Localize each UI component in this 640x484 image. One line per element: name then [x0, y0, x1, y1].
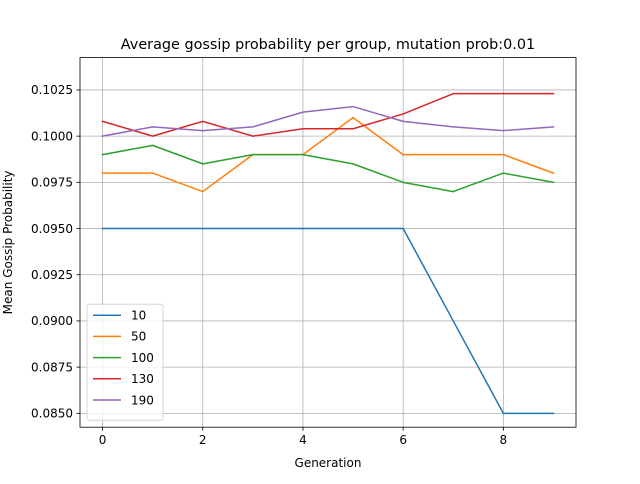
data-point — [502, 153, 505, 156]
x-tick-label: 6 — [399, 433, 407, 447]
data-point — [552, 172, 555, 174]
data-point — [151, 172, 154, 174]
y-tick-label: 0.0975 — [31, 176, 73, 190]
data-point — [352, 127, 354, 130]
series-line-50 — [101, 116, 555, 193]
y-tick-label: 0.1000 — [31, 129, 73, 143]
x-axis-label: Generation — [295, 456, 362, 470]
data-point — [252, 135, 254, 137]
data-point — [402, 227, 404, 230]
data-point — [101, 135, 104, 137]
y-tick-label: 0.0875 — [31, 360, 73, 374]
legend-label: 50 — [131, 330, 146, 344]
data-point — [201, 120, 204, 123]
data-point — [352, 105, 354, 108]
data-point — [352, 163, 354, 165]
data-point — [552, 412, 555, 415]
y-tick-label: 0.1025 — [31, 83, 73, 97]
data-point — [302, 153, 304, 156]
data-point — [502, 412, 505, 415]
data-point — [201, 227, 204, 230]
plot-frame — [79, 57, 577, 428]
data-point — [151, 144, 154, 147]
x-tick-label: 2 — [199, 433, 207, 447]
data-point — [151, 126, 154, 128]
data-point — [201, 163, 204, 165]
legend-label: 130 — [131, 372, 154, 386]
y-tick-label: 0.0900 — [31, 314, 73, 328]
data-point — [502, 129, 505, 132]
x-axis: 0 2 4 6 8 — [99, 427, 507, 447]
y-tick-label: 0.0850 — [31, 407, 73, 421]
data-point — [502, 172, 505, 174]
x-tick-label: 4 — [299, 433, 307, 447]
data-point — [552, 181, 555, 184]
legend-label: 10 — [131, 309, 146, 323]
data-point — [452, 153, 455, 156]
data-point — [151, 135, 154, 137]
y-axis: 0.0850 0.0875 0.0900 0.0925 0.0950 0.0975 0.10… — [31, 83, 80, 421]
data-point — [402, 153, 404, 156]
y-axis-label: Mean Gossip Probability — [1, 170, 15, 314]
data-point — [252, 126, 254, 128]
data-point — [201, 129, 204, 132]
data-point — [302, 227, 304, 230]
data-point — [402, 120, 404, 123]
data-point — [101, 153, 104, 156]
series-lines — [101, 92, 555, 415]
data-point — [101, 120, 104, 123]
data-point — [201, 190, 204, 193]
y-tick-label: 0.0925 — [31, 268, 73, 282]
data-point — [502, 92, 505, 95]
data-point — [252, 153, 254, 156]
data-point — [452, 190, 455, 193]
x-tick-label: 8 — [500, 433, 508, 447]
chart-title: Average gossip probability per group, mu… — [121, 37, 535, 53]
data-point — [252, 227, 254, 230]
data-point — [402, 113, 404, 115]
data-point — [352, 116, 354, 119]
data-point — [552, 126, 555, 128]
data-point — [402, 181, 404, 184]
data-point — [452, 320, 455, 322]
data-point — [302, 127, 304, 130]
x-tick-label: 0 — [99, 433, 107, 447]
data-point — [151, 227, 154, 230]
series-line-190 — [101, 105, 555, 138]
data-point — [552, 92, 555, 95]
data-point — [452, 126, 455, 128]
data-point — [302, 111, 304, 113]
data-point — [352, 227, 354, 230]
data-point — [101, 172, 104, 174]
legend-label: 100 — [131, 351, 154, 365]
legend-label: 190 — [131, 393, 154, 407]
data-point — [101, 227, 104, 230]
series-line-10 — [101, 227, 555, 415]
y-tick-label: 0.0950 — [31, 222, 73, 236]
legend: 10 50 100 130 190 — [86, 303, 164, 421]
legend-box — [86, 303, 164, 421]
series-line-100 — [101, 144, 555, 193]
data-point — [452, 92, 455, 95]
